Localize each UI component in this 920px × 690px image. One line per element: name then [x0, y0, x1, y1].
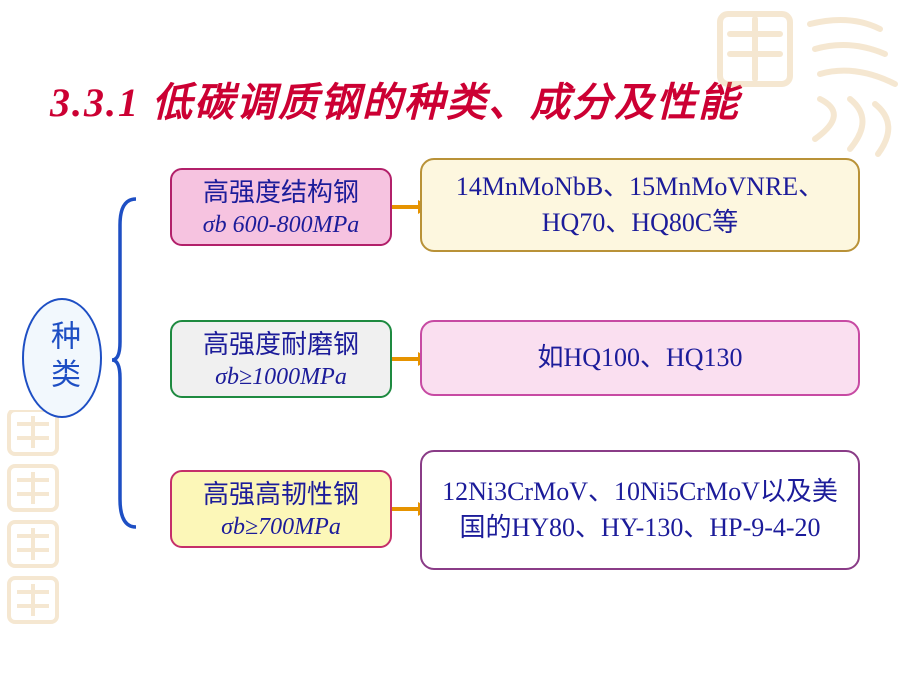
root-label: 种类 [40, 320, 84, 396]
example-box-0: 14MnMoNbB、15MnMoVNRE、HQ70、HQ80C等 [420, 158, 860, 252]
example-text: 如HQ100、HQ130 [537, 340, 742, 376]
category-box-2: 高强高韧性钢σb≥700MPa [170, 470, 392, 548]
category-title: 高强度结构钢 [182, 176, 380, 210]
category-subtitle: σb≥1000MPa [182, 362, 380, 393]
example-box-2: 12Ni3CrMoV、10Ni5CrMoV以及美国的HY80、HY-130、HP… [420, 450, 860, 570]
example-text: 14MnMoNbB、15MnMoVNRE、HQ70、HQ80C等 [434, 169, 846, 242]
example-text: 12Ni3CrMoV、10Ni5CrMoV以及美国的HY80、HY-130、HP… [434, 474, 846, 547]
category-subtitle: σb≥700MPa [182, 512, 380, 543]
category-box-0: 高强度结构钢σb 600-800MPa [170, 168, 392, 246]
category-title: 高强度耐磨钢 [182, 328, 380, 362]
root-node: 种类 [22, 298, 102, 418]
category-box-1: 高强度耐磨钢σb≥1000MPa [170, 320, 392, 398]
page-title: 3.3.1 低碳调质钢的种类、成分及性能 [50, 70, 740, 128]
category-subtitle: σb 600-800MPa [182, 210, 380, 241]
category-title: 高强高韧性钢 [182, 478, 380, 512]
tree-bracket [110, 195, 140, 535]
watermark-left [4, 410, 74, 640]
example-box-1: 如HQ100、HQ130 [420, 320, 860, 396]
